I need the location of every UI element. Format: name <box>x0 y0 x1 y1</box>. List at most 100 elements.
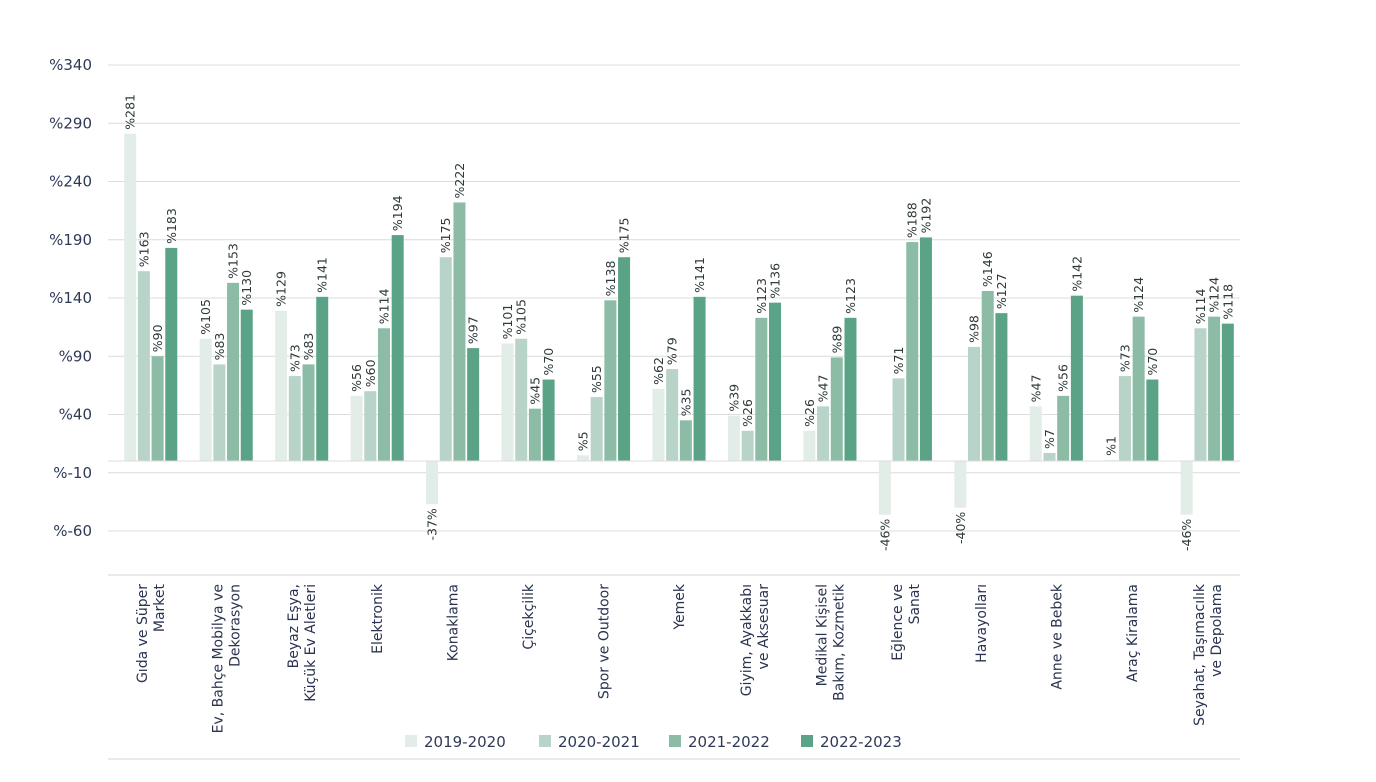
bar <box>1146 379 1159 461</box>
legend-swatch <box>405 735 417 747</box>
data-label: %55 <box>589 365 604 393</box>
data-label: %127 <box>994 273 1009 309</box>
bar <box>618 257 631 461</box>
bar <box>755 317 768 461</box>
bar <box>679 420 692 461</box>
bar <box>919 237 932 461</box>
data-label: %83 <box>212 333 227 361</box>
bar <box>576 455 589 461</box>
y-tick-label: %40 <box>59 406 92 424</box>
category-label: Ev, Bahçe Mobilya ve <box>211 584 227 733</box>
legend-label: 2021-2022 <box>688 733 770 751</box>
bar <box>1057 395 1070 461</box>
data-label: %129 <box>274 271 289 307</box>
bar <box>1043 452 1056 461</box>
bar <box>151 356 164 461</box>
bar <box>542 379 555 461</box>
data-label: -46% <box>877 519 892 551</box>
bar <box>165 247 178 461</box>
bar <box>364 391 377 461</box>
bar <box>666 369 679 461</box>
data-label: %105 <box>198 299 213 335</box>
category-label: Anne ve Bebek <box>1049 583 1065 689</box>
y-tick-label: %290 <box>49 114 92 132</box>
data-label: %39 <box>726 384 741 412</box>
category-label: ve Aksesuar <box>756 584 772 670</box>
data-label: %70 <box>541 348 556 376</box>
data-label: %35 <box>678 389 693 417</box>
legend: 2019-2020 2020-2021 2021-2022 2022-2023 <box>405 733 902 751</box>
bar <box>124 133 137 462</box>
bar <box>1180 461 1193 515</box>
bar <box>844 317 857 461</box>
data-label: %153 <box>226 243 241 279</box>
bar <box>803 430 816 461</box>
data-label: -40% <box>953 512 968 544</box>
legend-swatch <box>801 735 813 747</box>
bar <box>227 282 240 461</box>
bar <box>604 300 617 461</box>
bar <box>350 395 363 461</box>
legend-label: 2022-2023 <box>820 733 902 751</box>
data-label: %141 <box>692 257 707 293</box>
bar <box>453 202 466 461</box>
data-label: %105 <box>514 299 529 335</box>
bar <box>467 348 480 461</box>
bar <box>439 257 452 461</box>
data-label: %97 <box>466 316 481 344</box>
bar <box>954 461 967 508</box>
bar <box>769 302 782 461</box>
data-label: %118 <box>1220 284 1235 320</box>
bar <box>426 461 439 505</box>
y-tick-label: %190 <box>49 231 92 249</box>
data-label: %175 <box>617 217 632 253</box>
legend-swatch <box>669 735 681 747</box>
data-label: %138 <box>603 261 618 297</box>
data-label: %89 <box>829 326 844 354</box>
data-label: %83 <box>301 333 316 361</box>
data-label: %56 <box>349 364 364 392</box>
legend-item: 2022-2023 <box>801 733 902 751</box>
y-axis-ticks: %340 %290 %240 %190 %140 %90 %40 %-10 %-60 <box>49 56 92 540</box>
bar <box>528 408 541 461</box>
category-label: Spor ve Outdoor <box>597 584 613 699</box>
data-label: %222 <box>452 163 467 199</box>
y-tick-label: %240 <box>49 173 92 191</box>
bar <box>1029 406 1042 461</box>
data-label: %73 <box>1117 344 1132 372</box>
legend-label: 2019-2020 <box>424 733 506 751</box>
category-label: Gıda ve Süper <box>135 584 151 683</box>
category-label: ve Depolama <box>1209 584 1225 677</box>
bar <box>590 397 603 461</box>
bar <box>693 296 706 461</box>
bar <box>1105 459 1118 461</box>
bar <box>1070 295 1083 461</box>
legend-item: 2021-2022 <box>669 733 770 751</box>
data-label: %114 <box>376 289 391 325</box>
data-label: %5 <box>575 431 590 451</box>
bar <box>1208 316 1221 461</box>
data-label: -37% <box>425 508 440 540</box>
data-label: %123 <box>754 278 769 314</box>
data-label: %136 <box>768 263 783 299</box>
x-axis-category-labels: Gıda ve Süper Market Ev, Bahçe Mobilya ve D… <box>135 583 1225 733</box>
category-label: Medikal Kişisel <box>814 584 830 686</box>
bar <box>391 235 404 461</box>
data-label: %101 <box>500 304 515 340</box>
data-label: %188 <box>905 202 920 238</box>
legend-swatch <box>539 735 551 747</box>
category-label: Havayolları <box>974 584 990 663</box>
category-label: Konaklama <box>446 584 462 661</box>
data-labels: %281%163%90%183%105%83%153%130 %129%73%83… <box>123 94 1236 551</box>
y-tick-label: %-60 <box>53 522 92 540</box>
bar <box>995 313 1008 461</box>
data-label: %60 <box>363 359 378 387</box>
data-label: %26 <box>802 399 817 427</box>
legend-item: 2020-2021 <box>539 733 640 751</box>
data-label: %70 <box>1145 348 1160 376</box>
bar <box>302 364 315 461</box>
data-label: %56 <box>1056 364 1071 392</box>
bar <box>377 328 390 461</box>
data-label: %130 <box>239 270 254 306</box>
